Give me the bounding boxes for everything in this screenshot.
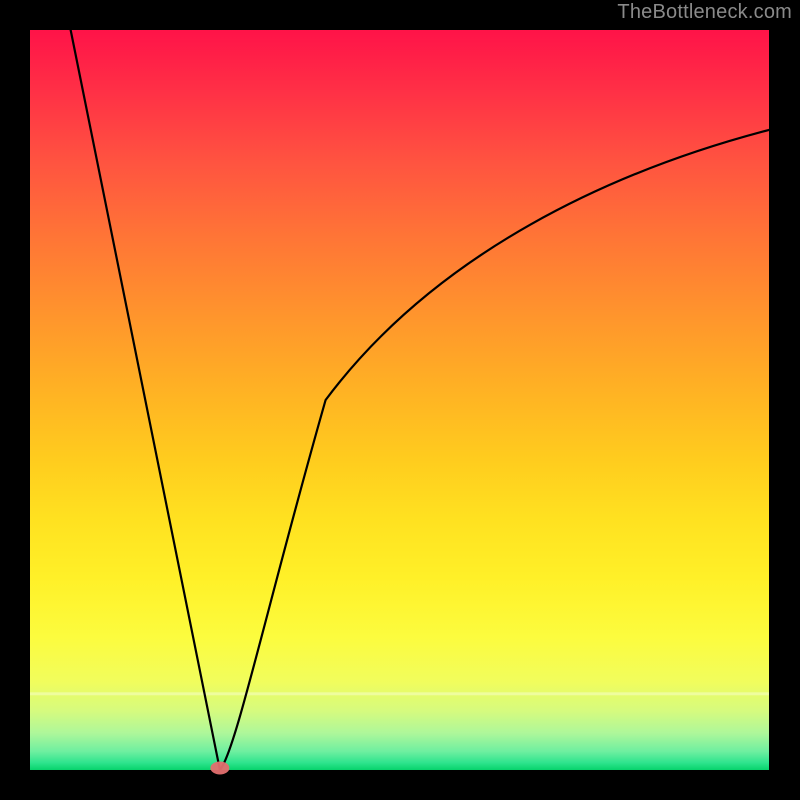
seam-band — [30, 692, 769, 695]
gradient-background — [30, 30, 769, 770]
minimum-marker — [211, 762, 229, 774]
watermark-text: TheBottleneck.com — [617, 2, 792, 22]
bottleneck-chart — [0, 0, 800, 800]
chart-stage: TheBottleneck.com — [0, 0, 800, 800]
